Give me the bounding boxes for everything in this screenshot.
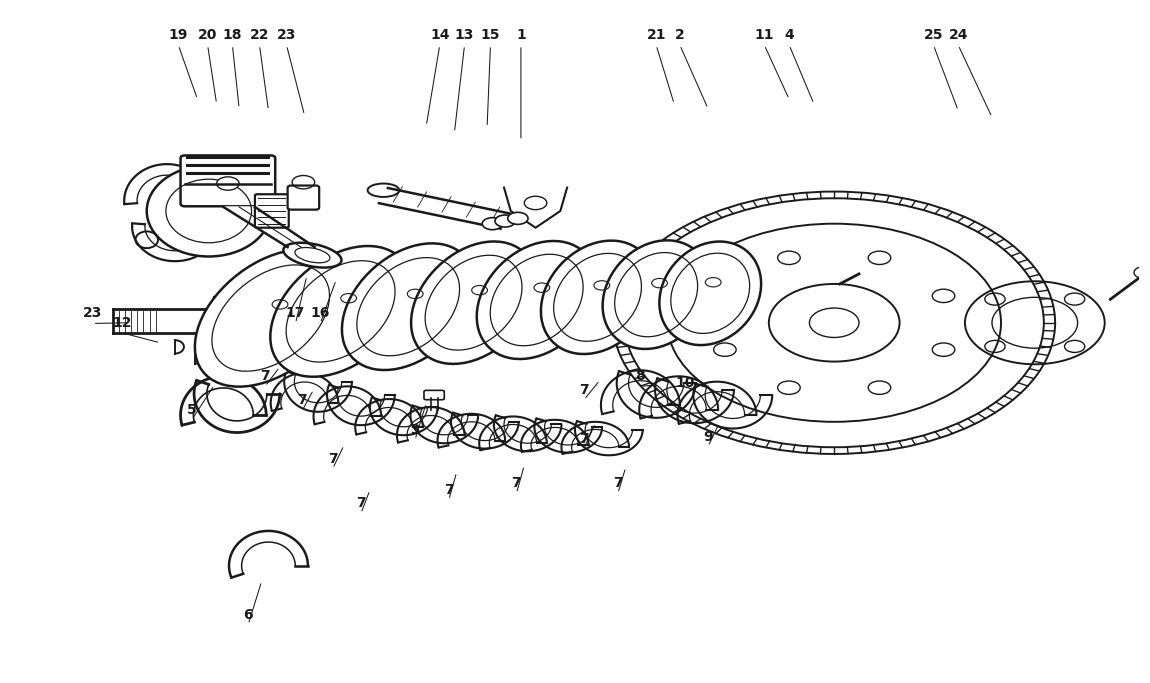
Text: 5: 5 — [187, 403, 197, 417]
Ellipse shape — [368, 184, 399, 197]
Text: 16: 16 — [310, 307, 330, 320]
Text: 22: 22 — [250, 28, 269, 42]
Text: 1: 1 — [516, 28, 526, 42]
Polygon shape — [223, 207, 315, 247]
Text: 7: 7 — [512, 477, 521, 490]
Circle shape — [216, 177, 239, 191]
Text: 10: 10 — [676, 376, 695, 390]
Ellipse shape — [411, 242, 536, 364]
Text: 7: 7 — [444, 483, 453, 497]
Ellipse shape — [540, 240, 654, 354]
Text: 17: 17 — [286, 307, 305, 320]
Text: 14: 14 — [430, 28, 450, 42]
Ellipse shape — [270, 246, 411, 377]
Text: 7: 7 — [613, 477, 622, 490]
Text: 8: 8 — [636, 370, 645, 383]
Ellipse shape — [659, 242, 761, 345]
Text: 15: 15 — [481, 28, 500, 42]
Text: 3: 3 — [411, 423, 420, 437]
FancyBboxPatch shape — [424, 391, 444, 400]
Text: 21: 21 — [646, 28, 666, 42]
Ellipse shape — [283, 242, 342, 268]
Text: 7: 7 — [580, 432, 589, 445]
Text: 23: 23 — [83, 307, 102, 320]
Text: 6: 6 — [244, 608, 253, 622]
Text: 13: 13 — [455, 28, 474, 42]
Text: 7: 7 — [298, 393, 307, 407]
FancyBboxPatch shape — [288, 186, 320, 210]
Ellipse shape — [194, 249, 346, 387]
Text: 7: 7 — [328, 451, 337, 466]
Text: 24: 24 — [949, 28, 968, 42]
Text: 11: 11 — [754, 28, 774, 42]
Text: 4: 4 — [784, 28, 794, 42]
Text: 2: 2 — [675, 28, 684, 42]
Ellipse shape — [147, 165, 270, 257]
Text: 9: 9 — [703, 430, 713, 443]
Polygon shape — [378, 188, 509, 229]
Text: 18: 18 — [223, 28, 243, 42]
Ellipse shape — [477, 241, 597, 359]
Text: 7: 7 — [580, 382, 589, 397]
Text: 20: 20 — [198, 28, 217, 42]
Ellipse shape — [603, 240, 710, 349]
Polygon shape — [504, 188, 567, 227]
Text: 7: 7 — [260, 370, 270, 383]
FancyBboxPatch shape — [181, 156, 275, 206]
Text: 12: 12 — [113, 316, 132, 330]
FancyBboxPatch shape — [255, 194, 289, 227]
Circle shape — [494, 215, 515, 227]
Circle shape — [482, 218, 503, 229]
Text: 19: 19 — [169, 28, 187, 42]
Text: 25: 25 — [923, 28, 943, 42]
Text: 7: 7 — [356, 497, 366, 510]
Text: 23: 23 — [277, 28, 297, 42]
Ellipse shape — [342, 243, 475, 370]
Circle shape — [508, 212, 528, 225]
